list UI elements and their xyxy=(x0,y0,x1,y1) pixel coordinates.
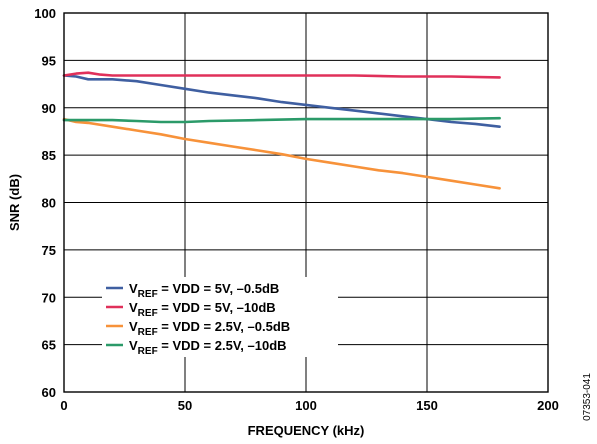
y-tick-label: 90 xyxy=(42,101,56,116)
series-lines xyxy=(62,71,501,190)
y-tick-label: 80 xyxy=(42,196,56,211)
legend-background xyxy=(102,277,338,357)
series-line-3 xyxy=(62,117,501,190)
x-axis-title: FREQUENCY (kHz) xyxy=(248,423,365,438)
legend-label-4: VREF = VDD = 2.5V, –10dB xyxy=(129,338,287,357)
x-tick-label: 50 xyxy=(178,398,192,413)
figure-code: 07353-041 xyxy=(582,373,593,421)
x-tick-label: 200 xyxy=(537,398,559,413)
legend-label-3: VREF = VDD = 2.5V, –0.5dB xyxy=(129,319,290,338)
series-line-4 xyxy=(62,116,501,124)
x-tick-label: 0 xyxy=(60,398,67,413)
x-tick-label: 150 xyxy=(416,398,438,413)
legend-label-2: VREF = VDD = 5V, –10dB xyxy=(129,300,276,319)
y-tick-label: 65 xyxy=(42,338,56,353)
y-tick-label: 75 xyxy=(42,243,56,258)
legend-label-1: VREF = VDD = 5V, –0.5dB xyxy=(129,281,279,300)
y-tick-label: 95 xyxy=(42,53,56,68)
x-tick-label: 100 xyxy=(295,398,317,413)
y-axis-title: SNR (dB) xyxy=(7,174,22,231)
y-tick-labels: 60 65 70 75 80 85 90 95 100 xyxy=(34,6,56,400)
plot-frame xyxy=(63,12,549,393)
y-tick-label: 60 xyxy=(42,385,56,400)
x-tick-labels: 0 50 100 150 200 xyxy=(60,398,558,413)
y-tick-label: 85 xyxy=(42,148,56,163)
series-line-2 xyxy=(62,71,501,79)
y-tick-label: 100 xyxy=(34,6,56,21)
y-tick-label: 70 xyxy=(42,290,56,305)
